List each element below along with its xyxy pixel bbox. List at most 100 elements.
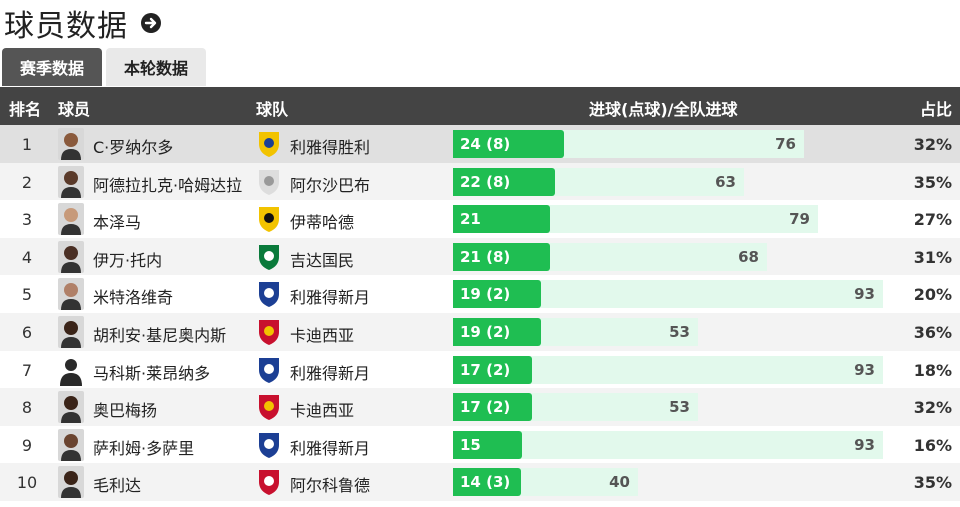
rank-cell: 5 bbox=[21, 285, 33, 305]
goal-share-percent: 18% bbox=[913, 360, 952, 380]
player-name[interactable]: 本泽马 bbox=[93, 213, 142, 233]
arrow-right-circle-icon[interactable] bbox=[140, 12, 162, 34]
team-name[interactable]: 利雅得胜利 bbox=[290, 138, 371, 157]
player-name[interactable]: 萨利姆·多萨里 bbox=[93, 438, 195, 458]
table-row[interactable]: 8 奥巴梅扬 卡迪西亚 17 (2) 53 32% bbox=[0, 388, 960, 426]
team-goals-value: 63 bbox=[715, 172, 736, 191]
rank-cell: 4 bbox=[21, 247, 33, 267]
table-header: 排名 球员 球队 进球(点球)/全队进球 占比 bbox=[0, 87, 960, 125]
header-share[interactable]: 占比 bbox=[919, 100, 952, 119]
goal-share-percent: 36% bbox=[913, 322, 952, 342]
al-ahli-crest-icon[interactable] bbox=[256, 243, 282, 271]
al-kholood-crest-icon[interactable] bbox=[256, 468, 282, 496]
team-goals-value: 93 bbox=[854, 285, 875, 304]
header-rank[interactable]: 排名 bbox=[9, 100, 42, 119]
team-goals-value: 53 bbox=[669, 398, 690, 417]
table-row[interactable]: 4 伊万·托内 吉达国民 21 (8) 68 31% bbox=[0, 237, 960, 276]
team-name[interactable]: 阿尔科鲁德 bbox=[290, 476, 371, 496]
goal-share-percent: 16% bbox=[913, 435, 952, 455]
al-qadsiah-crest-icon[interactable] bbox=[256, 318, 282, 346]
player-silhouette-icon[interactable] bbox=[58, 353, 84, 386]
player-avatar[interactable] bbox=[58, 315, 84, 348]
goal-share-percent: 35% bbox=[913, 172, 952, 192]
team-goals-value: 40 bbox=[609, 473, 630, 492]
team-name[interactable]: 利雅得新月 bbox=[290, 438, 371, 458]
table-row[interactable]: 1 C·罗纳尔多 利雅得胜利 24 (8) 76 32% bbox=[0, 125, 960, 163]
al-ittihad-crest-icon[interactable] bbox=[256, 205, 282, 233]
player-name[interactable]: 奥巴梅扬 bbox=[93, 401, 158, 421]
player-avatar[interactable] bbox=[58, 391, 84, 424]
player-goals-bar: 19 (2) bbox=[453, 317, 541, 346]
player-name[interactable]: 米特洛维奇 bbox=[93, 288, 174, 308]
player-goals-bar: 19 (2) bbox=[453, 280, 541, 309]
rank-cell: 3 bbox=[21, 210, 33, 230]
team-goals-value: 76 bbox=[775, 135, 796, 153]
player-name[interactable]: 伊万·托内 bbox=[93, 250, 163, 270]
player-goals-bar: 17 (2) bbox=[453, 393, 532, 422]
header-team[interactable]: 球队 bbox=[256, 100, 289, 119]
player-goals-bar: 21 (8) bbox=[453, 242, 550, 271]
player-avatar[interactable] bbox=[58, 428, 84, 461]
table-row[interactable]: 7 马科斯·莱昂纳多 利雅得新月 17 (2) 93 18% bbox=[0, 350, 960, 389]
team-name[interactable]: 卡迪西亚 bbox=[290, 401, 355, 421]
tab-round-stats[interactable]: 本轮数据 bbox=[106, 48, 207, 86]
table-row[interactable]: 5 米特洛维奇 利雅得新月 19 (2) 93 20% bbox=[0, 275, 960, 313]
team-goals-bar bbox=[453, 430, 883, 459]
player-name[interactable]: 胡利安·基尼奥内斯 bbox=[93, 325, 227, 345]
table-row[interactable]: 2 阿德拉扎克·哈姆达拉 阿尔沙巴布 22 (8) 63 35% bbox=[0, 162, 960, 201]
team-goals-value: 93 bbox=[854, 435, 875, 454]
al-qadsiah-crest-icon[interactable] bbox=[256, 393, 282, 421]
team-name[interactable]: 卡迪西亚 bbox=[290, 325, 355, 345]
page-title: 球员数据 bbox=[4, 9, 128, 44]
team-goals-value: 93 bbox=[854, 360, 875, 379]
player-name[interactable]: 阿德拉扎克·哈姆达拉 bbox=[93, 175, 243, 195]
player-avatar[interactable] bbox=[58, 203, 84, 236]
tab-season-stats[interactable]: 赛季数据 bbox=[2, 48, 103, 86]
goal-share-percent: 20% bbox=[913, 285, 952, 305]
goal-share-percent: 31% bbox=[913, 247, 952, 267]
rank-cell: 2 bbox=[21, 172, 33, 192]
player-avatar[interactable] bbox=[58, 165, 84, 198]
al-nassr-crest-icon[interactable] bbox=[256, 130, 282, 158]
goal-share-percent: 32% bbox=[913, 398, 952, 418]
team-name[interactable]: 利雅得新月 bbox=[290, 288, 371, 308]
rank-cell: 7 bbox=[21, 360, 33, 380]
tab-bar: 赛季数据 本轮数据 bbox=[2, 48, 207, 86]
player-avatar[interactable] bbox=[58, 466, 84, 499]
al-hilal-crest-icon[interactable] bbox=[256, 280, 282, 308]
player-goals-bar: 17 (2) bbox=[453, 355, 532, 384]
team-goals-value: 79 bbox=[789, 210, 810, 229]
player-name[interactable]: C·罗纳尔多 bbox=[93, 138, 174, 157]
team-name[interactable]: 吉达国民 bbox=[290, 250, 355, 270]
goal-share-percent: 27% bbox=[913, 210, 952, 230]
rank-cell: 8 bbox=[21, 398, 33, 418]
team-name[interactable]: 阿尔沙巴布 bbox=[290, 175, 371, 195]
player-goals-bar: 24 (8) bbox=[453, 130, 564, 158]
player-name[interactable]: 马科斯·莱昂纳多 bbox=[93, 363, 211, 383]
rank-cell: 6 bbox=[21, 322, 33, 342]
player-name[interactable]: 毛利达 bbox=[93, 476, 142, 496]
player-avatar[interactable] bbox=[58, 240, 84, 273]
player-goals-bar: 15 bbox=[453, 430, 522, 459]
player-avatar[interactable] bbox=[58, 278, 84, 311]
player-goals-bar: 14 (3) bbox=[453, 468, 521, 497]
rank-cell: 10 bbox=[16, 473, 38, 493]
player-goals-bar: 22 (8) bbox=[453, 167, 555, 196]
team-name[interactable]: 利雅得新月 bbox=[290, 363, 371, 383]
header-player[interactable]: 球员 bbox=[58, 100, 91, 119]
player-goals-bar: 21 bbox=[453, 205, 550, 234]
table-row[interactable]: 3 本泽马 伊蒂哈德 21 79 27% bbox=[0, 200, 960, 238]
team-goals-value: 68 bbox=[738, 247, 759, 266]
table-row[interactable]: 10 毛利达 阿尔科鲁德 14 (3) 40 35% bbox=[0, 463, 960, 501]
al-hilal-crest-icon[interactable] bbox=[256, 356, 282, 384]
player-avatar[interactable] bbox=[58, 128, 84, 160]
team-name[interactable]: 伊蒂哈德 bbox=[290, 213, 355, 233]
table-row[interactable]: 9 萨利姆·多萨里 利雅得新月 15 93 16% bbox=[0, 425, 960, 464]
table-row[interactable]: 6 胡利安·基尼奥内斯 卡迪西亚 19 (2) 53 36% bbox=[0, 312, 960, 351]
team-goals-value: 53 bbox=[669, 322, 690, 341]
al-hilal-crest-icon[interactable] bbox=[256, 431, 282, 459]
al-shabab-crest-icon[interactable] bbox=[256, 168, 282, 196]
goal-share-percent: 32% bbox=[913, 135, 952, 154]
header-goals[interactable]: 进球(点球)/全队进球 bbox=[589, 100, 738, 119]
page-header: 球员数据 bbox=[4, 2, 162, 44]
